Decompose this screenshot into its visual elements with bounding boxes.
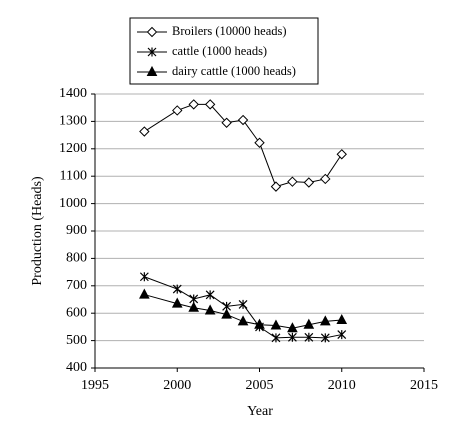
point [337, 330, 347, 340]
legend-label: cattle (1000 heads) [172, 44, 267, 58]
point [254, 318, 265, 329]
point [171, 297, 183, 308]
x-tick-label: 2015 [410, 378, 438, 393]
point [204, 99, 216, 110]
point [139, 126, 150, 137]
y-tick-label: 1400 [59, 86, 87, 101]
legend-label: dairy cattle (1000 heads) [172, 64, 296, 78]
point [238, 299, 248, 309]
y-tick-label: 800 [66, 251, 87, 266]
point [205, 290, 215, 300]
point [320, 173, 331, 185]
point [303, 177, 315, 188]
point [188, 99, 199, 110]
legend-marker [146, 65, 158, 76]
point [221, 117, 232, 128]
y-tick-label: 1100 [60, 168, 87, 183]
legend-label: Broilers (10000 heads) [172, 24, 287, 38]
point [270, 181, 282, 192]
point [287, 332, 297, 342]
x-tick-label: 1995 [81, 378, 109, 393]
legend-box [129, 17, 319, 85]
series-line [144, 276, 342, 339]
point [287, 322, 298, 333]
point [270, 319, 282, 330]
point [237, 315, 249, 326]
legend: Broilers (10000 heads) cattle (1000 heads… [129, 17, 319, 85]
legend-marker [146, 26, 158, 38]
point [139, 272, 149, 282]
point [172, 284, 182, 294]
y-tick-label: 900 [66, 223, 87, 238]
point [221, 308, 232, 319]
point [139, 288, 150, 299]
point [204, 304, 216, 315]
y-tick-label: 1300 [59, 114, 87, 129]
point [188, 301, 200, 312]
point [336, 149, 347, 160]
x-tick-label: 2005 [246, 378, 274, 393]
point [287, 176, 298, 187]
point [336, 313, 348, 325]
x-axis-label: Year [247, 404, 273, 419]
point [254, 137, 265, 148]
y-tick-label: 700 [66, 278, 87, 293]
point [319, 315, 331, 326]
point [303, 318, 315, 329]
y-tick-label: 1000 [59, 196, 87, 211]
legend-marker [147, 47, 157, 57]
y-tick-label: 1200 [59, 141, 87, 156]
y-axis-label: Production (Heads) [30, 176, 45, 286]
x-tick-label: 2010 [328, 378, 356, 393]
point [320, 333, 330, 343]
x-tick-label: 2000 [163, 378, 191, 393]
y-tick-label: 600 [66, 305, 87, 320]
y-tick-label: 400 [66, 360, 87, 375]
point [271, 333, 281, 343]
point [304, 332, 314, 342]
point [172, 105, 183, 116]
y-tick-label: 500 [66, 333, 87, 348]
point [237, 114, 249, 126]
